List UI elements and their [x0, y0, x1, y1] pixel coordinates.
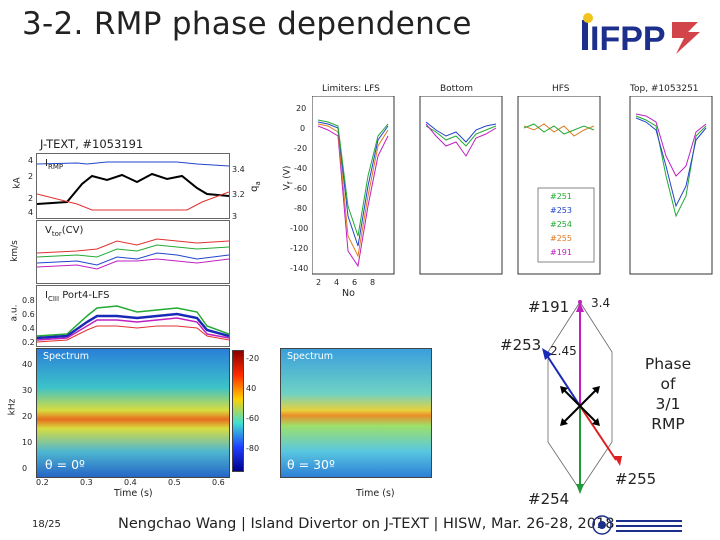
time-label-right: Time (s) — [356, 488, 395, 499]
irmp-panel: IRMP — [36, 153, 230, 219]
vtor-tail: (CV) — [61, 225, 84, 236]
irmp-ytick-1: 4 — [28, 156, 34, 165]
ciii-tick-2: 0.6 — [22, 310, 35, 319]
label-253: #253 — [500, 336, 542, 354]
vf-label: V — [282, 184, 293, 191]
left-plots-header: J-TEXT, #1053191 — [40, 137, 144, 151]
qa-tick-3: 3 — [232, 212, 238, 221]
ciii-tick-4: 0.2 — [22, 338, 35, 347]
value-253: 2.45 — [550, 344, 577, 358]
value-191: 3.4 — [591, 296, 611, 310]
vf-ytick-7: -100 — [290, 224, 309, 233]
spec-ytick-1: 40 — [22, 360, 33, 369]
vf-ytick-5: -60 — [294, 184, 308, 193]
qa-label: q — [248, 185, 260, 192]
colorbar-tick-1: -20 — [246, 354, 260, 363]
ifpp-logo: IFPP — [580, 10, 704, 58]
vf-plots — [311, 95, 716, 276]
vf-ytick-1: 20 — [296, 104, 307, 113]
vf-ytick-9: -140 — [290, 264, 309, 273]
footer-text: Nengchao Wang | Island Divertor on J-TEX… — [118, 516, 615, 532]
ciii-tick-3: 0.4 — [22, 324, 35, 333]
spectrum-right: Spectrum θ = 30º — [280, 348, 432, 478]
vf-ytick-8: -120 — [290, 244, 309, 253]
time-tick-1: 0.2 — [36, 478, 49, 487]
label-254: #254 — [528, 490, 570, 508]
irmp-ytick-4: 4 — [28, 208, 34, 217]
spec-ytick-3: 20 — [22, 412, 33, 421]
vf-unit: (V) — [282, 165, 293, 179]
time-tick-2: 0.3 — [80, 478, 93, 487]
vf-xtick-4: 8 — [370, 278, 376, 287]
colorbar-tick-2: 40 — [246, 384, 257, 393]
title-top: Top, #1053251 — [630, 84, 699, 94]
legend-255: #255 — [550, 234, 572, 243]
legend-254: #254 — [550, 220, 572, 229]
spec-ytick-5: 0 — [22, 464, 28, 473]
legend-251: #251 — [550, 192, 572, 201]
qa-tick-1: 3.4 — [232, 165, 245, 174]
time-tick-4: 0.5 — [168, 478, 181, 487]
time-tick-3: 0.4 — [124, 478, 137, 487]
page-number: 18/25 — [32, 519, 61, 530]
qa-sub: a — [253, 181, 262, 186]
vtor-label: V — [45, 225, 52, 236]
irmp-sub: RMP — [47, 163, 64, 171]
label-255: #255 — [615, 470, 657, 488]
colorbar — [232, 350, 244, 472]
colorbar-tick-3: -60 — [246, 414, 260, 423]
vf-ytick-6: -80 — [294, 204, 308, 213]
phase-line-1: Phase — [644, 355, 692, 373]
vf-xtick-1: 2 — [316, 278, 322, 287]
university-logo — [592, 514, 688, 536]
title-lfs: Limiters: LFS — [322, 84, 380, 94]
phase-line-4: RMP — [651, 415, 685, 433]
theta-right: θ = 30º — [287, 457, 335, 472]
theta-left: θ = 0º — [45, 457, 85, 472]
phase-line-2: of — [660, 375, 676, 393]
slide-title: 3-2. RMP phase dependence — [22, 6, 472, 42]
vtor-sub: tor — [51, 230, 62, 238]
vf-ytick-4: -40 — [294, 164, 308, 173]
spectrum-right-label: Spectrum — [287, 351, 334, 362]
irmp-ytick-3: 2 — [28, 194, 34, 203]
label-191: #191 — [528, 298, 570, 316]
phase-diagram — [520, 290, 720, 510]
vtor-panel: Vtor(CV) — [36, 220, 230, 284]
vtor-yunit: km/s — [9, 240, 20, 262]
spectrum-left: Spectrum θ = 0º — [36, 348, 230, 478]
legend-191: #191 — [550, 248, 572, 257]
vf-xtick-3: 6 — [352, 278, 358, 287]
title-bottom: Bottom — [440, 84, 474, 94]
vf-ytick-2: 0 — [300, 124, 306, 133]
spectrum-yunit: kHz — [7, 398, 18, 416]
ciii-yunit: a.u. — [9, 304, 20, 322]
vf-xtick-2: 4 — [334, 278, 340, 287]
spectrum-left-label: Spectrum — [43, 351, 90, 362]
ciii-sub: CIII — [47, 295, 60, 303]
time-label-left: Time (s) — [114, 488, 153, 499]
ciii-label: I — [45, 290, 48, 301]
spec-ytick-4: 10 — [22, 438, 33, 447]
time-tick-5: 0.6 — [212, 478, 225, 487]
qa-tick-2: 3.2 — [232, 190, 245, 199]
logo-text: IFPP — [590, 20, 666, 58]
ciii-tail: Port4-LFS — [62, 290, 110, 301]
colorbar-tick-4: -80 — [246, 444, 260, 453]
vf-xlabel: No — [342, 288, 355, 299]
legend-253: #253 — [550, 206, 572, 215]
ciii-panel: ICIII Port4-LFS — [36, 285, 230, 347]
title-hfs: HFS — [552, 84, 570, 94]
irmp-yunit: kA — [12, 177, 23, 189]
irmp-label: I — [45, 158, 48, 169]
vf-ytick-3: -20 — [294, 144, 308, 153]
ciii-tick-1: 0.8 — [22, 296, 35, 305]
spec-ytick-2: 30 — [22, 386, 33, 395]
irmp-ytick-2: 2 — [28, 172, 34, 181]
phase-line-3: 3/1 — [655, 395, 681, 413]
